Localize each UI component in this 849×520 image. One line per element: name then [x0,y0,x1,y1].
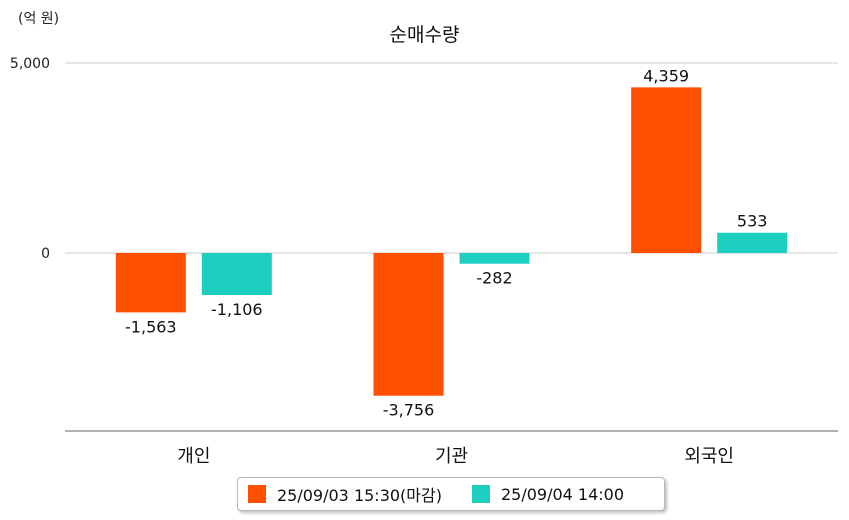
data-label: -3,756 [383,401,435,420]
chart-legend: 25/09/03 15:30(마감) 25/09/04 14:00 [237,477,665,511]
chart-title: 순매수량 [389,24,460,46]
data-label: 533 [737,212,768,231]
data-label: -1,563 [125,317,177,336]
x-tick-label: 개인 [177,446,210,467]
data-label: -1,106 [211,300,263,319]
legend-label-series-2: 25/09/04 14:00 [500,484,625,504]
legend-item-series-1[interactable]: 25/09/03 15:30(마감) [248,482,442,506]
bar-chart: 5,000 0 개인 -1,563 -1,106 기관 -3,756 -282 외국인 4,359… [10,56,838,467]
bar [373,253,444,396]
data-label: -282 [476,269,512,288]
x-tick-label: 외국인 [684,446,734,467]
bar [201,253,272,296]
data-label: 4,359 [643,66,689,85]
legend-swatch-series-2 [471,485,490,503]
bar [631,87,702,253]
y-tick-label: 0 [41,246,50,262]
bar [717,232,788,253]
legend-label-series-1: 25/09/03 15:30(마감) [277,486,442,505]
legend-swatch-series-1 [248,485,266,503]
y-axis-unit: (억 원) [18,11,60,27]
bar [459,253,530,264]
bar [115,253,186,313]
legend-item-series-2[interactable]: 25/09/04 14:00 [471,484,625,504]
y-tick-label: 5,000 [10,56,50,72]
x-tick-label: 기관 [435,446,468,467]
